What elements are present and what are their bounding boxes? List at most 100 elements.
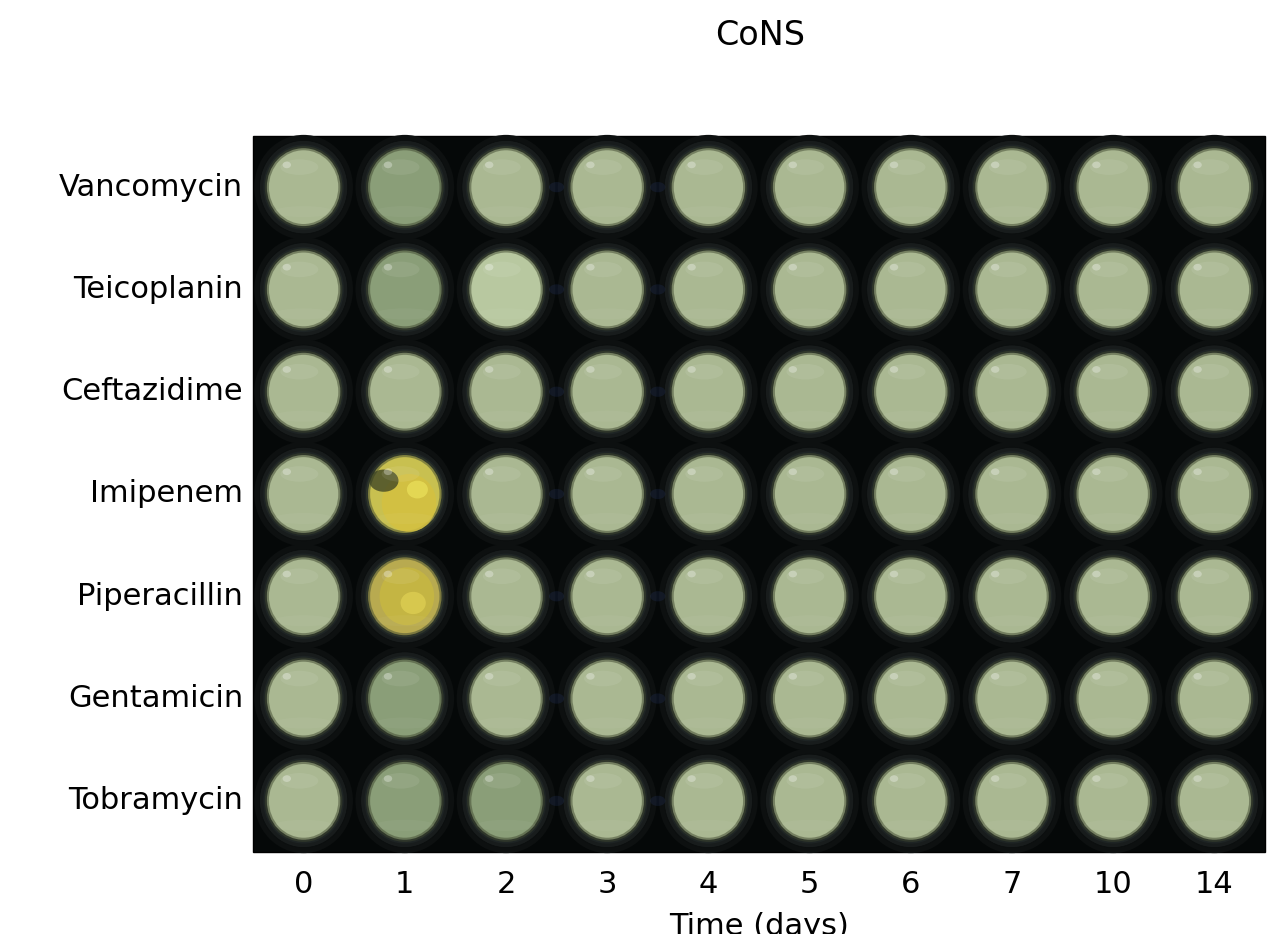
Ellipse shape <box>861 339 960 444</box>
Ellipse shape <box>1092 673 1101 680</box>
Ellipse shape <box>788 673 797 680</box>
Ellipse shape <box>890 162 899 168</box>
Ellipse shape <box>685 773 723 788</box>
Ellipse shape <box>773 558 846 635</box>
Ellipse shape <box>760 339 859 444</box>
Ellipse shape <box>685 262 723 277</box>
Ellipse shape <box>558 134 657 239</box>
Ellipse shape <box>650 182 666 192</box>
Ellipse shape <box>485 366 493 373</box>
Ellipse shape <box>485 469 493 475</box>
Ellipse shape <box>584 671 622 686</box>
Ellipse shape <box>586 366 595 373</box>
Ellipse shape <box>361 243 449 336</box>
Ellipse shape <box>765 140 854 234</box>
Ellipse shape <box>571 250 644 329</box>
Ellipse shape <box>1193 673 1202 680</box>
Ellipse shape <box>1064 134 1162 239</box>
Ellipse shape <box>1192 364 1229 379</box>
Ellipse shape <box>466 247 547 333</box>
Ellipse shape <box>584 160 622 175</box>
Ellipse shape <box>773 762 846 840</box>
Ellipse shape <box>462 754 550 847</box>
Ellipse shape <box>650 693 666 703</box>
Ellipse shape <box>1193 571 1202 577</box>
Ellipse shape <box>462 243 550 336</box>
Ellipse shape <box>972 247 1052 333</box>
Ellipse shape <box>283 673 291 680</box>
Ellipse shape <box>466 554 547 639</box>
Ellipse shape <box>968 549 1056 643</box>
Ellipse shape <box>563 754 652 847</box>
Ellipse shape <box>264 758 344 843</box>
Ellipse shape <box>972 451 1052 537</box>
Ellipse shape <box>861 237 960 342</box>
Ellipse shape <box>369 470 398 492</box>
Ellipse shape <box>563 549 652 643</box>
Ellipse shape <box>356 134 454 239</box>
Ellipse shape <box>1174 349 1254 434</box>
Ellipse shape <box>586 469 595 475</box>
Ellipse shape <box>1170 447 1258 541</box>
Ellipse shape <box>1091 262 1128 277</box>
Ellipse shape <box>1193 469 1202 475</box>
Ellipse shape <box>1073 451 1153 537</box>
Ellipse shape <box>567 758 648 843</box>
Ellipse shape <box>361 447 449 541</box>
Ellipse shape <box>1165 544 1263 648</box>
Ellipse shape <box>1174 758 1254 843</box>
Ellipse shape <box>1170 243 1258 336</box>
Ellipse shape <box>549 182 564 192</box>
Ellipse shape <box>457 442 556 546</box>
Ellipse shape <box>466 656 547 742</box>
Ellipse shape <box>672 149 745 226</box>
Ellipse shape <box>760 748 859 853</box>
Ellipse shape <box>457 339 556 444</box>
Text: 10: 10 <box>1094 870 1133 899</box>
Ellipse shape <box>457 646 556 751</box>
Ellipse shape <box>586 673 595 680</box>
Ellipse shape <box>356 748 454 853</box>
Ellipse shape <box>1178 762 1251 840</box>
Ellipse shape <box>867 243 955 336</box>
Ellipse shape <box>255 646 353 751</box>
Ellipse shape <box>786 773 824 788</box>
Ellipse shape <box>870 247 951 333</box>
Ellipse shape <box>1069 549 1157 643</box>
Ellipse shape <box>380 567 434 625</box>
Ellipse shape <box>558 646 657 751</box>
Ellipse shape <box>765 447 854 541</box>
Ellipse shape <box>280 160 319 175</box>
Ellipse shape <box>975 659 1048 738</box>
Ellipse shape <box>483 160 521 175</box>
Ellipse shape <box>867 754 955 847</box>
Ellipse shape <box>567 145 648 230</box>
Ellipse shape <box>975 149 1048 226</box>
Ellipse shape <box>874 149 947 226</box>
Ellipse shape <box>1091 160 1128 175</box>
Ellipse shape <box>571 762 644 840</box>
Ellipse shape <box>280 364 319 379</box>
Ellipse shape <box>266 149 340 226</box>
Ellipse shape <box>567 554 648 639</box>
Text: Teicoplanin: Teicoplanin <box>73 275 243 304</box>
Ellipse shape <box>1192 671 1229 686</box>
Ellipse shape <box>571 659 644 738</box>
Ellipse shape <box>867 345 955 438</box>
Ellipse shape <box>1092 263 1101 271</box>
Ellipse shape <box>888 671 925 686</box>
Ellipse shape <box>765 243 854 336</box>
Ellipse shape <box>369 558 442 635</box>
Ellipse shape <box>1174 451 1254 537</box>
Ellipse shape <box>890 571 899 577</box>
Ellipse shape <box>1091 569 1128 584</box>
Ellipse shape <box>1170 754 1258 847</box>
Ellipse shape <box>1165 646 1263 751</box>
Ellipse shape <box>1193 162 1202 168</box>
Ellipse shape <box>861 646 960 751</box>
Ellipse shape <box>462 549 550 643</box>
Ellipse shape <box>1073 247 1153 333</box>
Ellipse shape <box>1064 442 1162 546</box>
Ellipse shape <box>266 659 340 738</box>
Ellipse shape <box>773 455 846 533</box>
